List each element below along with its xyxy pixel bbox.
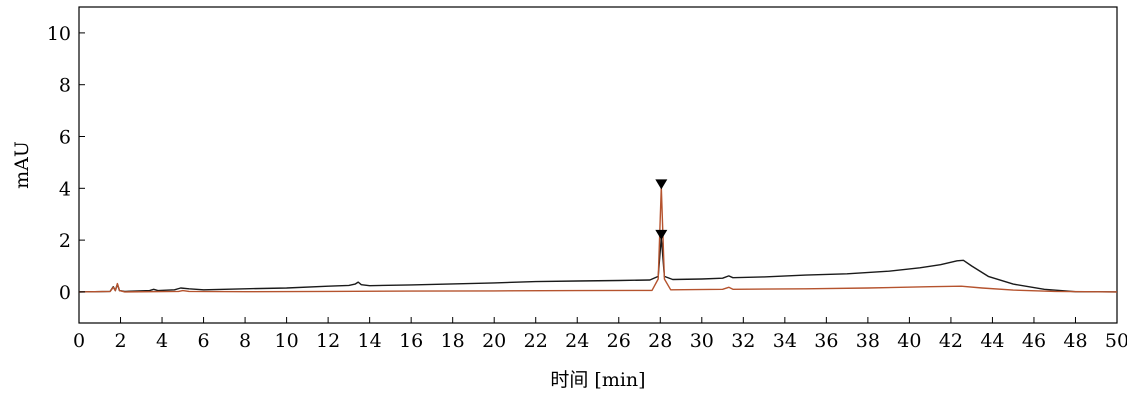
x-tick-label: 24 <box>565 330 589 352</box>
y-tick-label: 0 <box>59 282 71 304</box>
x-tick-label: 40 <box>897 330 921 352</box>
series-line-2 <box>78 186 1118 293</box>
x-tick-label: 20 <box>482 330 506 352</box>
x-tick-label: 22 <box>524 330 548 352</box>
x-tick-label: 12 <box>316 330 340 352</box>
x-tick-label: 32 <box>731 330 755 352</box>
peak-marker <box>655 229 668 240</box>
x-tick-label: 30 <box>690 330 714 352</box>
x-tick-label: 18 <box>441 330 465 352</box>
x-tick-label: 10 <box>275 330 299 352</box>
y-axis-ticks: 0 2 4 6 8 10 <box>47 23 85 304</box>
plot-frame <box>78 6 1118 324</box>
x-tick-label: 46 <box>1022 330 1046 352</box>
peak-marker <box>655 179 668 190</box>
y-tick-label: 6 <box>59 127 71 149</box>
x-tick-label: 42 <box>939 330 963 352</box>
x-tick-label: 6 <box>198 330 210 352</box>
x-tick-label: 2 <box>114 330 126 352</box>
x-tick-label: 0 <box>73 330 85 352</box>
y-tick-label: 2 <box>59 230 71 252</box>
x-axis-title: 时间 [min] <box>550 369 645 391</box>
series-line-1 <box>78 236 1118 293</box>
x-tick-label: 8 <box>239 330 251 352</box>
x-tick-label: 4 <box>156 330 168 352</box>
x-axis-ticks: 0 2 4 6 8 10 12 14 16 18 20 22 24 26 28 30 32 34 36 38 40 42 4… <box>73 317 1127 352</box>
x-tick-label: 48 <box>1063 330 1087 352</box>
x-tick-label: 28 <box>648 330 672 352</box>
x-tick-label: 34 <box>773 330 797 352</box>
x-tick-label: 44 <box>980 330 1004 352</box>
y-tick-label: 4 <box>59 178 71 200</box>
series-layer <box>78 186 1118 293</box>
x-tick-label: 50 <box>1105 330 1127 352</box>
y-tick-label: 10 <box>47 23 71 45</box>
x-tick-label: 38 <box>856 330 880 352</box>
y-axis-title: mAU <box>11 141 33 189</box>
y-tick-label: 8 <box>59 75 71 97</box>
x-tick-label: 26 <box>607 330 631 352</box>
x-tick-label: 14 <box>358 330 382 352</box>
x-tick-label: 16 <box>399 330 423 352</box>
peak-markers <box>655 179 668 240</box>
x-tick-label: 36 <box>814 330 838 352</box>
